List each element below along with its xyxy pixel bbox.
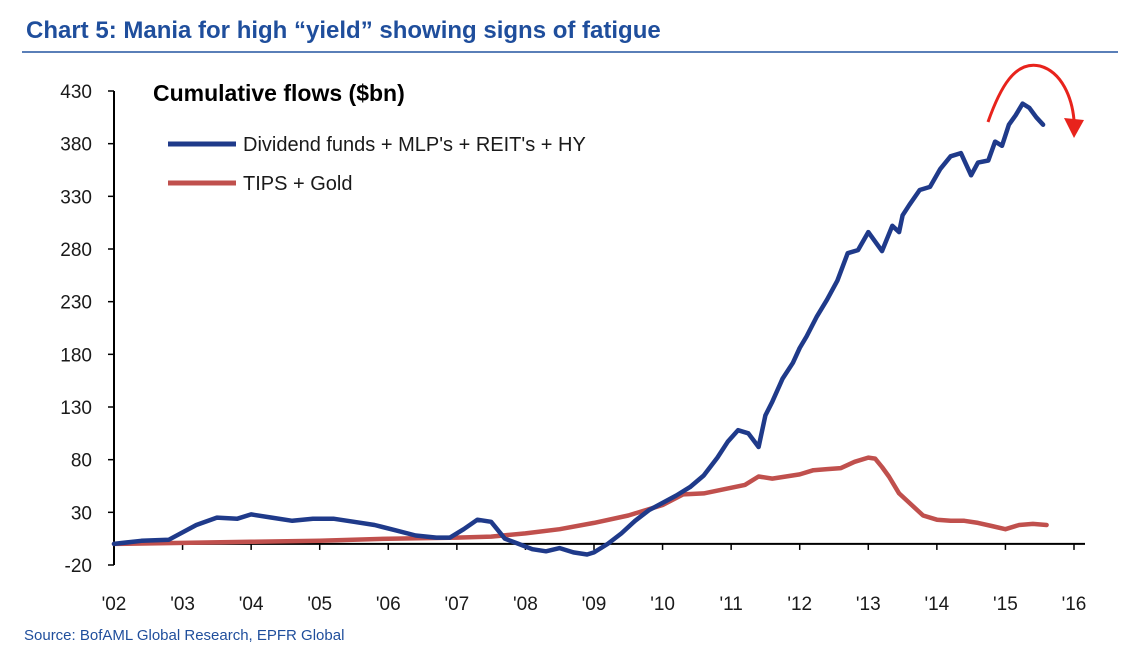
series-layer [111, 101, 1049, 557]
series-line-dividend [111, 101, 1046, 557]
y-tick-label: 180 [60, 345, 92, 366]
y-tick-label: -20 [65, 556, 92, 577]
y-tick-label: 380 [60, 135, 92, 156]
chart-header-title: Chart 5: Mania for high “yield” showing … [26, 17, 661, 44]
x-tick-label: '13 [856, 594, 881, 615]
y-tick-label: 230 [60, 293, 92, 314]
plot-title: Cumulative flows ($bn) [153, 80, 405, 106]
x-tick-label: '11 [719, 594, 742, 615]
legend: Dividend funds + MLP's + REIT's + HY TIP… [168, 134, 586, 195]
y-tick-label: 280 [60, 240, 92, 261]
y-tick-label: 430 [60, 82, 92, 103]
x-tick-label: '06 [376, 594, 401, 615]
y-tick-label: 130 [60, 398, 92, 419]
y-tick-label: 30 [71, 503, 92, 524]
y-tick-label: 330 [60, 187, 92, 208]
x-tick-label: '16 [1062, 594, 1087, 615]
x-tick-label: '03 [170, 594, 195, 615]
title-divider [22, 51, 1118, 53]
y-axis: 430 380 330 280 230 180 130 80 30 -20 [60, 82, 114, 577]
x-tick-label: '09 [582, 594, 607, 615]
x-tick-label: '10 [650, 594, 675, 615]
x-tick-label: '02 [102, 594, 127, 615]
legend-label-tips: TIPS + Gold [243, 173, 353, 195]
source-note: Source: BofAML Global Research, EPFR Glo… [24, 627, 345, 644]
x-tick-label: '04 [239, 594, 264, 615]
x-axis: '02 '03 '04 '05 '06 '07 '08 '09 '10 '11 '12 '13 '14 '… [102, 543, 1087, 615]
x-tick-label: '14 [924, 594, 949, 615]
x-tick-label: '07 [444, 594, 469, 615]
legend-label-dividend: Dividend funds + MLP's + REIT's + HY [243, 134, 586, 156]
peak-arrow-annotation [986, 63, 1084, 138]
x-tick-label: '12 [787, 594, 812, 615]
arrow-head-icon [1064, 118, 1084, 138]
y-tick-label: 80 [71, 451, 92, 472]
x-tick-label: '15 [993, 594, 1018, 615]
curved-arrow-icon [986, 63, 1076, 123]
x-tick-label: '05 [307, 594, 332, 615]
series-line-tips [111, 455, 1049, 547]
x-tick-label: '08 [513, 594, 538, 615]
